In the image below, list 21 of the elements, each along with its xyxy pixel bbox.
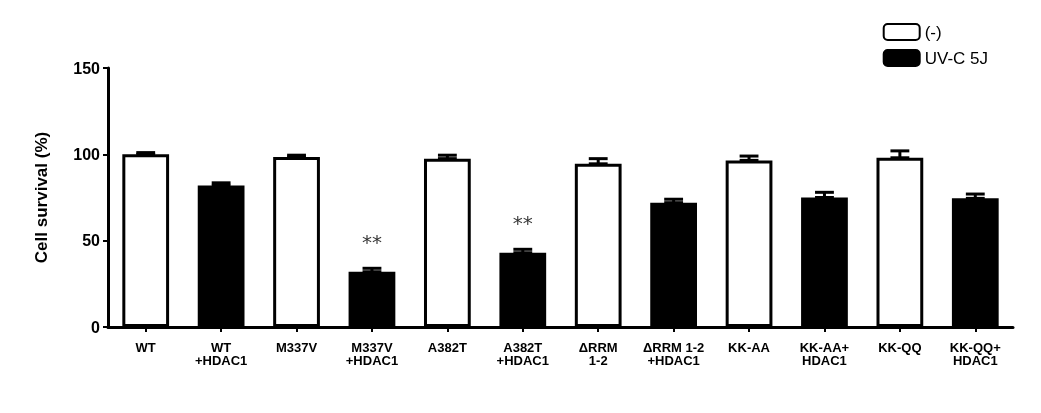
x-tick-label: A382T — [427, 340, 467, 355]
x-tick-label: WT +HDAC1 — [194, 340, 248, 368]
data-label: ** — [512, 210, 533, 235]
x-tick-label: ΔRRM 1-2 +HDAC1 — [642, 340, 705, 368]
legend-label: UV-C 5J — [924, 48, 988, 68]
y-axis-title: Cell survival (%) — [32, 131, 51, 264]
x-tick-label: KK-QQ — [878, 340, 922, 355]
y-tick-label: 100 — [73, 145, 101, 163]
y-tick-label: 150 — [73, 59, 101, 77]
x-tick-label: ΔRRM 1-2 — [578, 340, 618, 368]
legend-label: (-) — [924, 22, 942, 42]
x-tick-label: WT — [135, 340, 156, 355]
y-tick-label: 0 — [91, 318, 101, 336]
data-label: ** — [361, 229, 382, 254]
x-tick-label: KK-QQ+ HDAC1 — [949, 340, 1002, 368]
x-tick-label: M337V +HDAC1 — [345, 340, 399, 368]
x-tick-label: KK-AA+ HDAC1 — [799, 340, 850, 368]
y-tick-label: 50 — [82, 232, 101, 250]
x-tick-label: M337V — [275, 340, 318, 355]
x-tick-label: KK-AA — [728, 340, 771, 355]
x-tick-label: A382T +HDAC1 — [496, 340, 549, 368]
